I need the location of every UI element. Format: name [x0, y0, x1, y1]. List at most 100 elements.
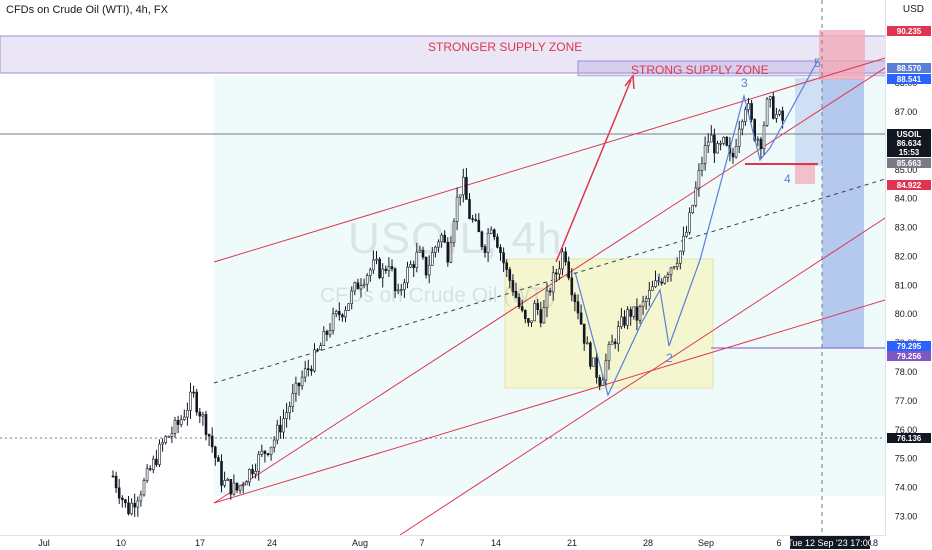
candle-body — [480, 231, 484, 248]
candle-body — [520, 306, 524, 311]
candle-body — [663, 276, 667, 284]
candle-body — [740, 121, 744, 130]
candle-body — [589, 342, 592, 367]
candle-body — [248, 468, 251, 483]
candle-body — [170, 433, 174, 437]
candle-body — [396, 289, 400, 292]
candle-body — [344, 310, 347, 318]
y-tick-label: 73.00 — [895, 511, 918, 521]
candle-body — [626, 309, 629, 326]
candle-body — [725, 137, 729, 146]
candle-body — [375, 258, 378, 261]
candle-body — [142, 480, 146, 496]
candle-body — [517, 297, 521, 307]
candle-body — [620, 316, 623, 327]
candle-body — [136, 500, 140, 508]
candle-body — [114, 475, 118, 489]
candle-body — [148, 468, 152, 470]
candle-body — [251, 468, 254, 475]
price-tag — [887, 433, 931, 443]
candle-body — [176, 419, 180, 425]
candle-body — [564, 251, 567, 263]
candle-body — [675, 262, 679, 268]
y-tick-label: 83.00 — [895, 223, 918, 233]
price-tag-label: 15:53 — [899, 148, 920, 157]
candle-body — [347, 303, 350, 311]
candle-body — [530, 320, 533, 323]
candle-body — [598, 377, 602, 386]
candle-body — [254, 471, 257, 475]
candle-body — [499, 247, 502, 253]
candle-body — [350, 290, 354, 304]
candle-body — [198, 411, 202, 417]
candle-body — [403, 282, 406, 290]
candle-body — [427, 264, 431, 276]
candle-body — [368, 269, 372, 276]
candle-body — [775, 114, 778, 119]
candle-body — [409, 264, 412, 268]
candle-body — [161, 442, 164, 445]
candle-body — [437, 241, 440, 248]
candle-body — [155, 458, 158, 465]
price-tag-label: 79.295 — [897, 342, 922, 351]
x-tick-label: 7 — [419, 538, 424, 548]
candle-body — [703, 145, 707, 164]
candle-body — [585, 342, 589, 345]
currency-label[interactable]: USD — [902, 4, 924, 15]
candle-body — [229, 479, 233, 495]
price-tag — [887, 26, 931, 36]
candle-body — [508, 269, 512, 281]
candle-body — [691, 205, 695, 214]
candle-body — [635, 306, 639, 321]
watermark-name: CFDs on Crude Oil (WTI) — [320, 284, 556, 307]
candle-body — [523, 310, 527, 319]
symbol-title[interactable]: CFDs on Crude Oil (WTI), 4h, FX — [6, 4, 168, 16]
candle-body — [406, 266, 409, 284]
time-axis[interactable] — [0, 535, 932, 550]
price-tag — [887, 129, 931, 139]
candle-body — [737, 128, 741, 147]
candle-body — [781, 110, 784, 121]
candle-body — [744, 109, 747, 122]
candle-body — [285, 412, 288, 419]
candle-body — [434, 246, 437, 253]
candle-body — [124, 499, 127, 504]
candle-body — [511, 280, 515, 292]
time-axis-bg — [0, 535, 932, 550]
candle-body — [316, 349, 319, 352]
candle-body — [731, 152, 735, 158]
price-tag — [887, 74, 931, 84]
candle-body — [576, 301, 580, 314]
rising-line-b — [399, 204, 906, 536]
candle-body — [610, 341, 614, 345]
candle-body — [313, 349, 316, 372]
price-tag — [887, 341, 931, 351]
candle-body — [682, 235, 685, 252]
projection-arrow — [555, 79, 632, 263]
price-axis[interactable] — [885, 0, 932, 550]
candle-body — [527, 318, 530, 323]
candle-body — [359, 285, 363, 290]
target-red-box — [819, 30, 865, 80]
candle-body — [238, 484, 242, 491]
time-highlight-bg — [790, 536, 870, 549]
candle-body — [306, 368, 310, 371]
candle-body — [604, 360, 608, 381]
price-tag-label: 90.235 — [897, 27, 922, 36]
candle-body — [685, 231, 688, 237]
candle-body — [533, 303, 536, 322]
candle-body — [536, 303, 540, 310]
y-tick-label: 85.00 — [895, 165, 918, 175]
y-tick-label: 82.00 — [895, 251, 918, 261]
candle-body — [328, 330, 332, 335]
candle-body — [505, 262, 509, 270]
candle-body — [579, 312, 583, 325]
candle-body — [282, 418, 285, 433]
candle-body — [607, 344, 611, 362]
price-tag-label: 86.634 — [897, 139, 922, 148]
candle-body — [449, 242, 453, 263]
candle-body — [390, 266, 394, 270]
candle-body — [158, 443, 161, 465]
watermark-symbol: USOIL, 4h — [348, 214, 563, 263]
